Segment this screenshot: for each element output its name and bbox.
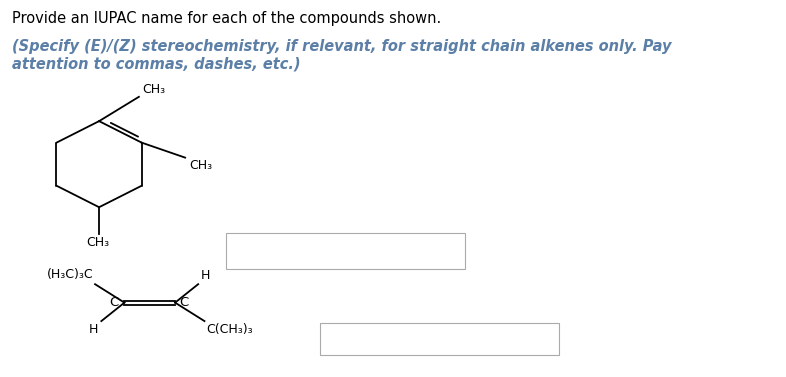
Bar: [226, 233, 465, 269]
Text: H: H: [201, 269, 211, 282]
Text: C(CH₃)₃: C(CH₃)₃: [207, 323, 253, 336]
Text: H: H: [89, 323, 98, 336]
Text: (Specify (E)/(Z) stereochemistry, if relevant, for straight chain alkenes only. : (Specify (E)/(Z) stereochemistry, if rel…: [13, 39, 672, 71]
Text: C: C: [179, 296, 189, 309]
Text: CH₃: CH₃: [86, 236, 109, 249]
Text: C: C: [109, 296, 119, 309]
Text: CH₃: CH₃: [189, 159, 212, 172]
Bar: [320, 323, 559, 355]
Text: CH₃: CH₃: [142, 83, 166, 96]
Text: Provide an IUPAC name for each of the compounds shown.: Provide an IUPAC name for each of the co…: [13, 11, 442, 26]
Text: (H₃C)₃C: (H₃C)₃C: [47, 268, 94, 281]
